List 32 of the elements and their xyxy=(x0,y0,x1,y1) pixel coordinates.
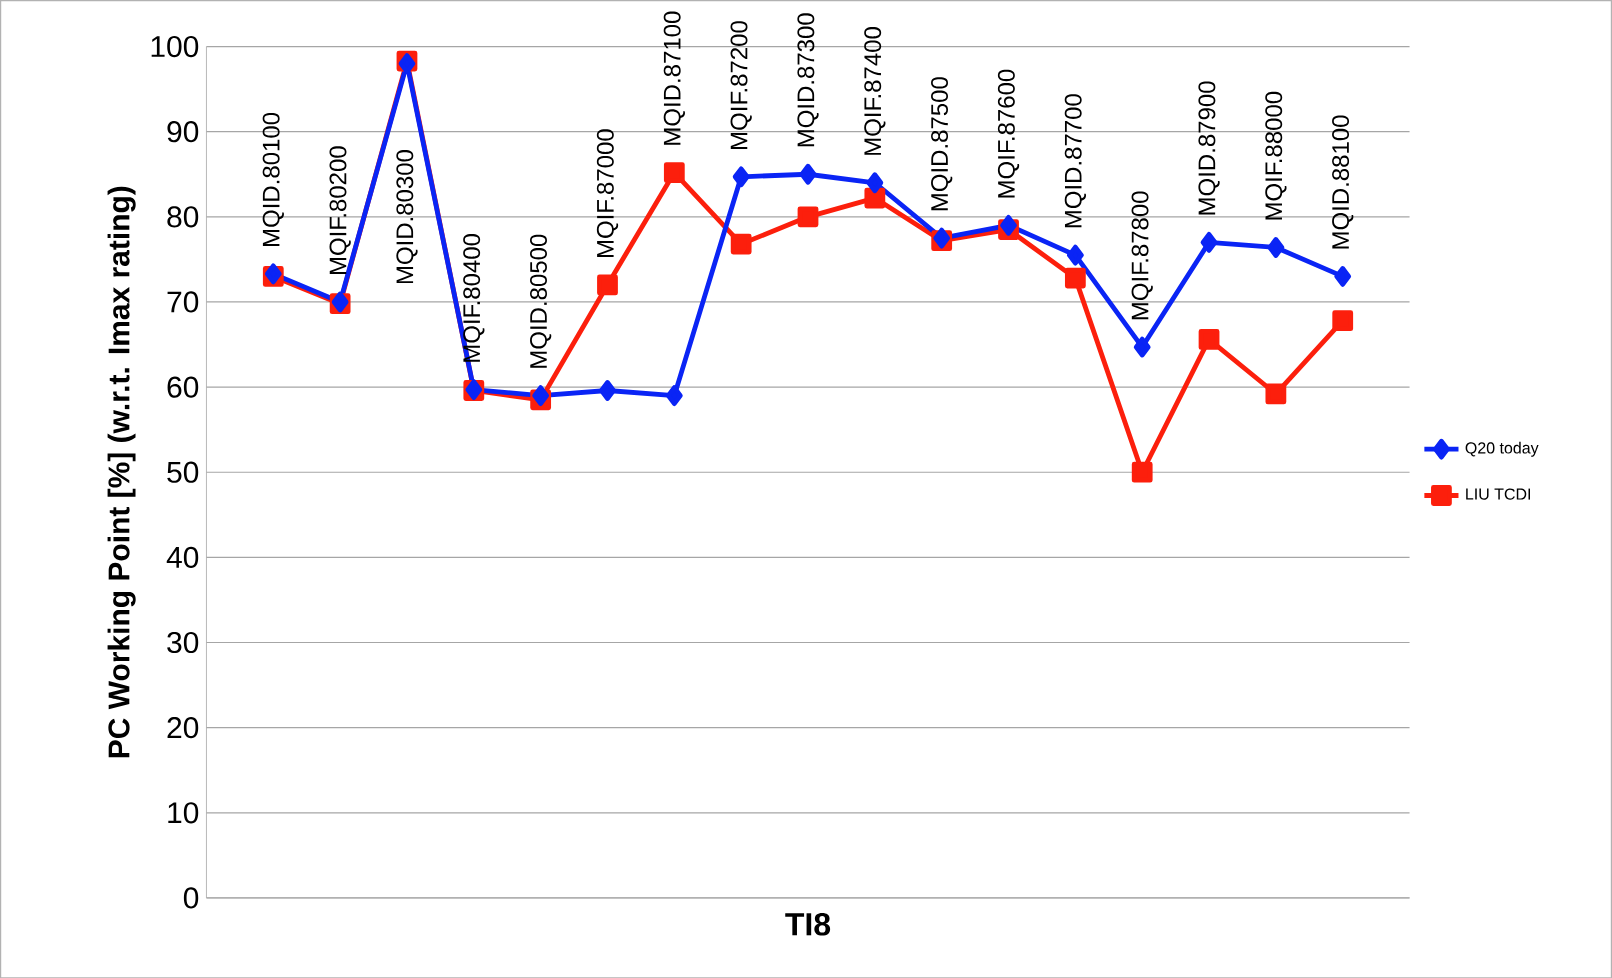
y-tick-label: 70 xyxy=(167,291,199,313)
y-tick-label: 80 xyxy=(167,205,199,228)
x-tick-label: MQID.80500 xyxy=(530,234,552,368)
y-tick-label: 10 xyxy=(168,801,199,824)
x-tick-label: MQID.80300 xyxy=(396,149,418,283)
x-tick-label: MQID.87900 xyxy=(1198,81,1220,215)
x-tick-label: MQID.88100 xyxy=(1332,115,1354,249)
x-tick-label: MQIF.87200 xyxy=(730,20,752,149)
x-tick-label: MQID.80100 xyxy=(262,112,284,246)
x-tick-label: MQIF.88000 xyxy=(1265,91,1287,220)
y-tick-label: 60 xyxy=(167,376,199,398)
x-tick-label: MQID.87500 xyxy=(931,76,953,210)
x-tick-label: MQIF.80200 xyxy=(329,146,351,274)
y-tick-label: 100 xyxy=(151,35,199,57)
x-tick-label: MQID.87700 xyxy=(1064,93,1087,227)
x-tick-label: MQIF.80400 xyxy=(463,233,485,362)
x-tick-label: MQID.87100 xyxy=(663,11,685,145)
legend-label: LIU TCDI xyxy=(1466,488,1531,500)
x-tick-label: MQIF.87000 xyxy=(596,129,619,257)
x-tick-label: MQIF.87400 xyxy=(864,26,886,155)
x-tick-label: MQID.87300 xyxy=(797,13,819,147)
legend-label: Q20 today xyxy=(1465,441,1539,457)
y-tick-label: 90 xyxy=(167,120,199,143)
y-tick-label: 40 xyxy=(166,546,199,568)
x-axis-title: TI8 xyxy=(785,912,831,936)
y-tick-label: 30 xyxy=(167,631,199,653)
y-tick-label: 50 xyxy=(167,461,199,483)
y-tick-label: 20 xyxy=(167,716,199,739)
x-tick-label: MQIF.87800 xyxy=(1131,191,1153,319)
x-tick-label: MQIF.87600 xyxy=(997,69,1020,198)
y-tick-label: 0 xyxy=(183,887,199,909)
y-axis-title: PC Working Point [%] (w.r.t. Imax rating) xyxy=(107,186,136,758)
